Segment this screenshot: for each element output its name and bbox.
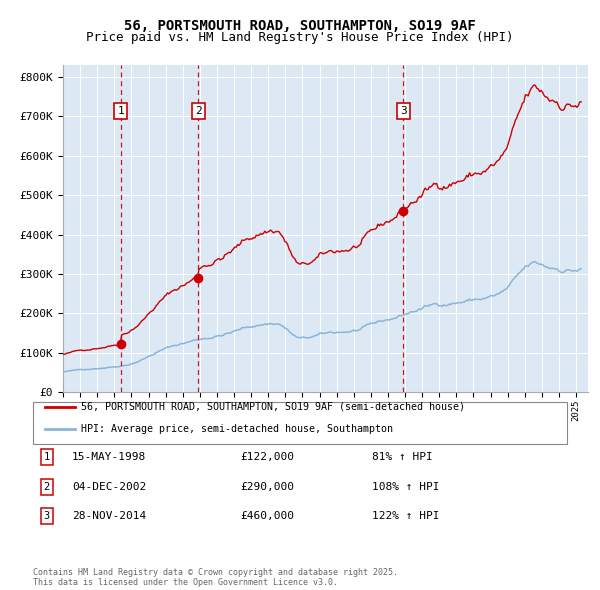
Text: 56, PORTSMOUTH ROAD, SOUTHAMPTON, SO19 9AF (semi-detached house): 56, PORTSMOUTH ROAD, SOUTHAMPTON, SO19 9… <box>81 402 465 411</box>
Text: 2: 2 <box>195 106 202 116</box>
Text: 122% ↑ HPI: 122% ↑ HPI <box>372 512 439 521</box>
Text: 56, PORTSMOUTH ROAD, SOUTHAMPTON, SO19 9AF: 56, PORTSMOUTH ROAD, SOUTHAMPTON, SO19 9… <box>124 19 476 33</box>
Text: 28-NOV-2014: 28-NOV-2014 <box>72 512 146 521</box>
Text: Contains HM Land Registry data © Crown copyright and database right 2025.
This d: Contains HM Land Registry data © Crown c… <box>33 568 398 587</box>
Text: HPI: Average price, semi-detached house, Southampton: HPI: Average price, semi-detached house,… <box>81 424 393 434</box>
Text: 3: 3 <box>400 106 407 116</box>
Text: 108% ↑ HPI: 108% ↑ HPI <box>372 482 439 491</box>
Text: £460,000: £460,000 <box>240 512 294 521</box>
Text: 3: 3 <box>44 512 50 521</box>
Text: 1: 1 <box>44 453 50 462</box>
Text: 04-DEC-2002: 04-DEC-2002 <box>72 482 146 491</box>
Text: £122,000: £122,000 <box>240 453 294 462</box>
Text: 2: 2 <box>44 482 50 491</box>
Text: Price paid vs. HM Land Registry's House Price Index (HPI): Price paid vs. HM Land Registry's House … <box>86 31 514 44</box>
Text: £290,000: £290,000 <box>240 482 294 491</box>
Text: 15-MAY-1998: 15-MAY-1998 <box>72 453 146 462</box>
Text: 81% ↑ HPI: 81% ↑ HPI <box>372 453 433 462</box>
Text: 1: 1 <box>117 106 124 116</box>
